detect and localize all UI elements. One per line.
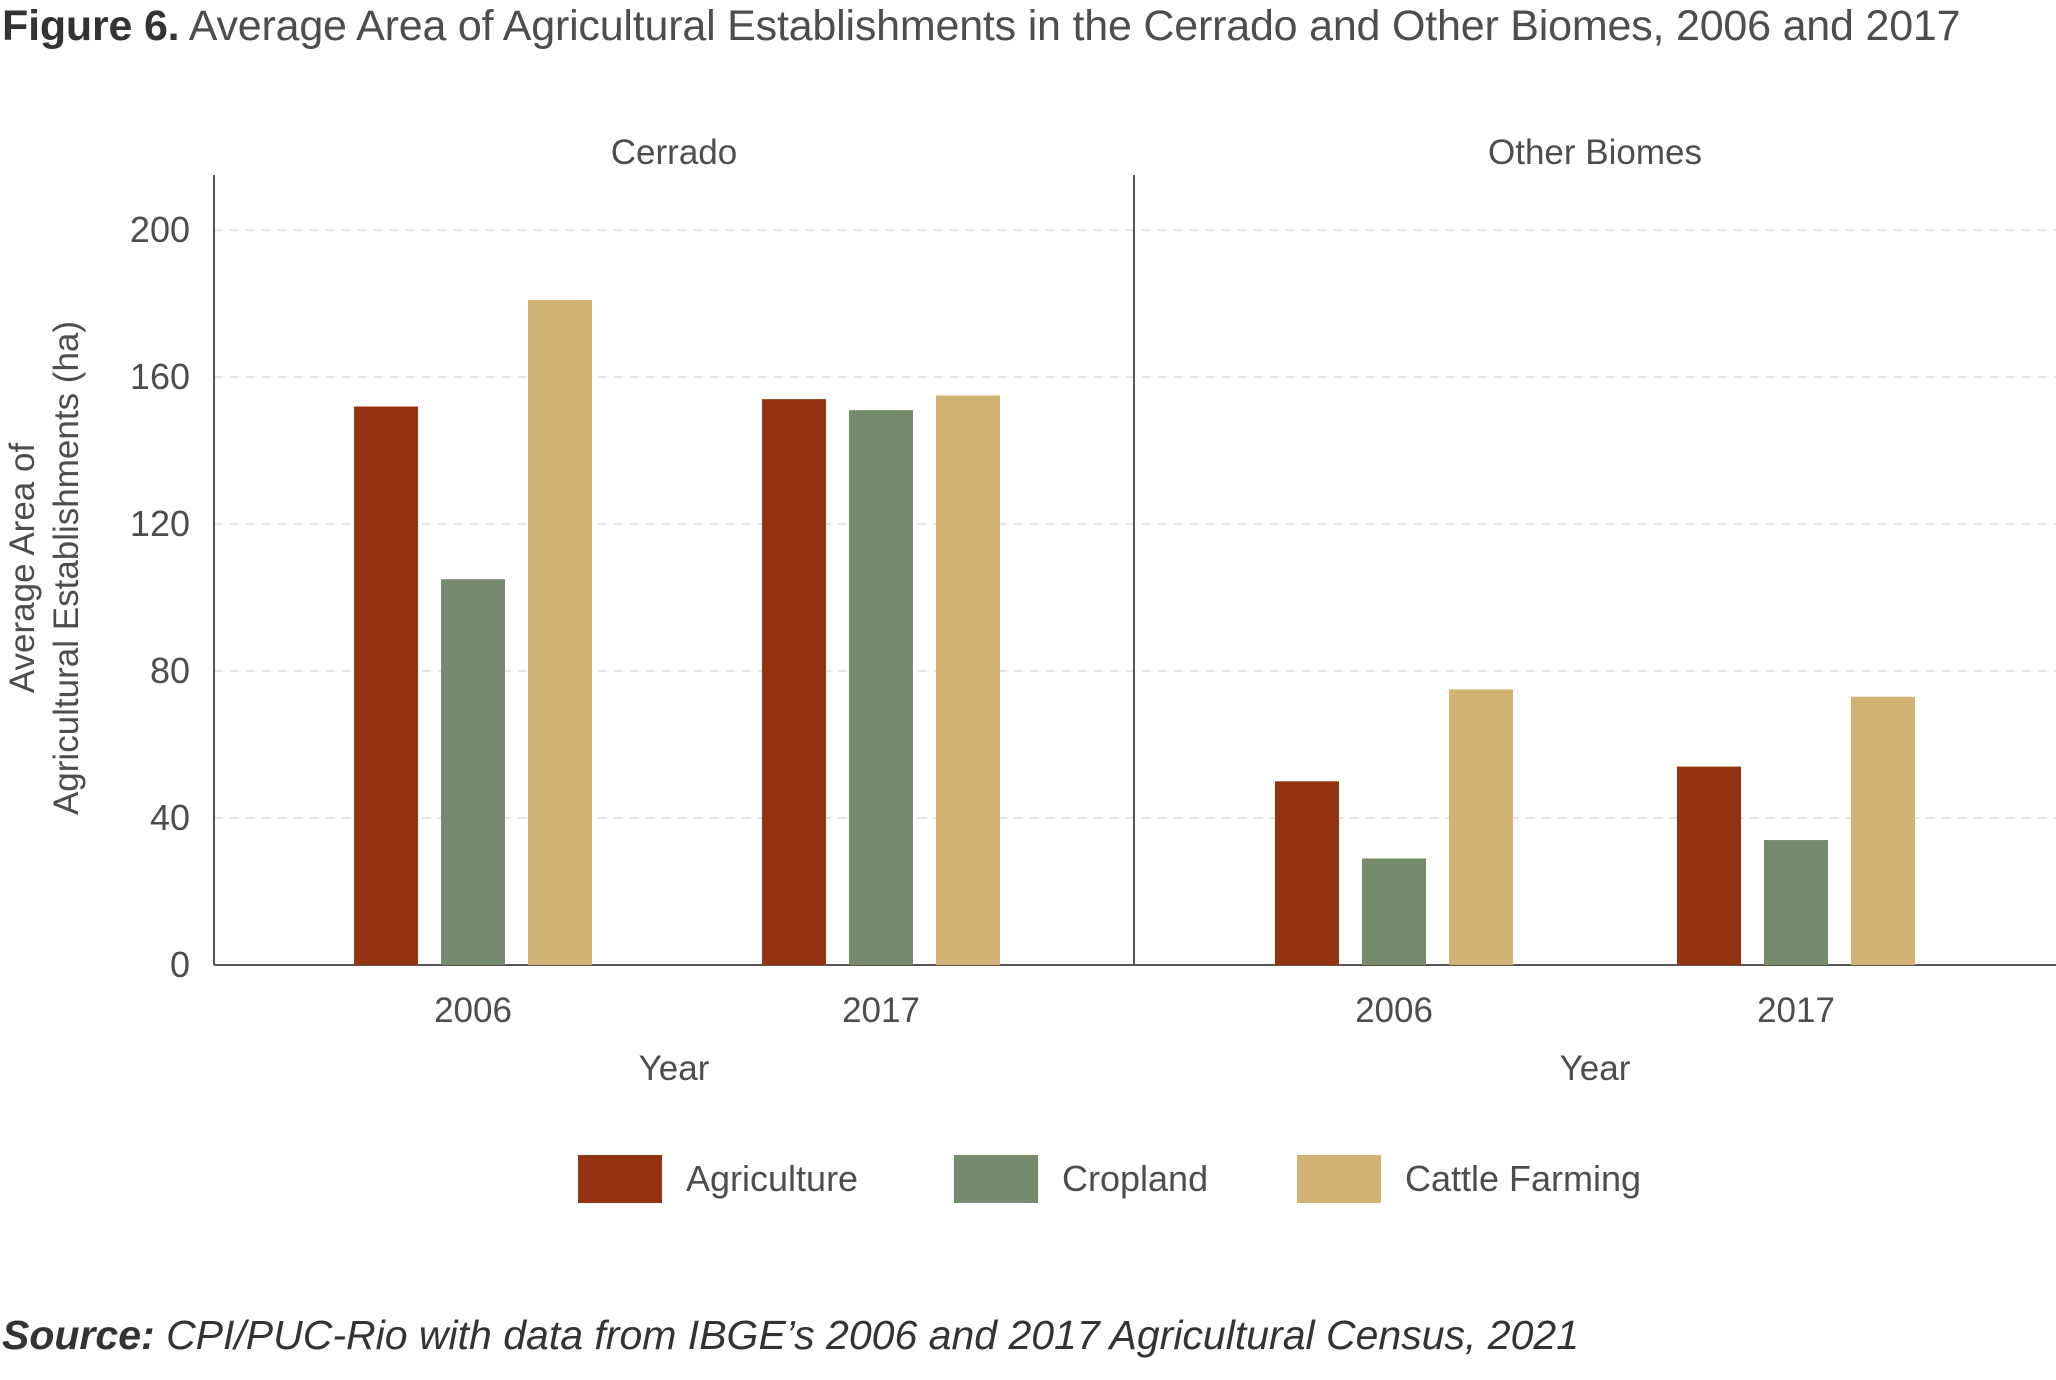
figure-title-text: Average Area of Agricultural Establishme… bbox=[188, 2, 1961, 50]
bar bbox=[441, 579, 505, 965]
bar bbox=[1449, 689, 1513, 965]
panel-title: Other Biomes bbox=[1488, 133, 1702, 172]
x-axis-title: Year bbox=[639, 1049, 710, 1088]
y-tick-label: 200 bbox=[130, 209, 190, 250]
bar-chart: 0 40 80 120 160 200 Average Area of Agricultura… bbox=[3, 133, 2056, 1203]
y-axis-title-line-1: Average Area of bbox=[3, 443, 42, 694]
y-tick-label: 40 bbox=[150, 797, 190, 838]
legend-swatch bbox=[578, 1155, 662, 1203]
bar bbox=[354, 406, 418, 965]
panel-title: Cerrado bbox=[611, 133, 737, 172]
source-text: CPI/PUC-Rio with data from IBGE’s 2006 a… bbox=[166, 1312, 1580, 1358]
source-note: Source: CPI/PUC-Rio with data from IBGE’… bbox=[2, 1312, 1579, 1359]
bar bbox=[1677, 766, 1741, 965]
x-axis-title: Year bbox=[1560, 1049, 1631, 1088]
bar bbox=[528, 299, 592, 965]
x-tick-label: 2006 bbox=[1355, 991, 1433, 1030]
bar bbox=[936, 395, 1000, 966]
y-tick-label: 120 bbox=[130, 503, 190, 544]
figure-number: Figure 6. bbox=[2, 2, 180, 50]
x-tick-label: 2017 bbox=[1757, 991, 1835, 1030]
y-tick-label: 0 bbox=[170, 944, 190, 985]
y-tick-label: 80 bbox=[150, 650, 190, 691]
source-label: Source: bbox=[2, 1312, 155, 1358]
x-tick-label: 2006 bbox=[434, 991, 512, 1030]
bar bbox=[1851, 696, 1915, 965]
figure-title: Figure 6. Average Area of Agricultural E… bbox=[2, 2, 1961, 51]
x-tick-label: 2017 bbox=[842, 991, 920, 1030]
bar bbox=[849, 410, 913, 965]
bar bbox=[1764, 840, 1828, 965]
bar bbox=[762, 399, 826, 965]
bar bbox=[1362, 858, 1426, 965]
legend-swatch bbox=[954, 1155, 1038, 1203]
bar bbox=[1275, 781, 1339, 965]
legend-label: Cattle Farming bbox=[1405, 1158, 1641, 1199]
y-axis-title-line-2: Agricultural Establishments (ha) bbox=[47, 321, 86, 815]
legend-swatch bbox=[1297, 1155, 1381, 1203]
y-tick-label: 160 bbox=[130, 356, 190, 397]
legend-label: Agriculture bbox=[686, 1158, 858, 1199]
legend-label: Cropland bbox=[1062, 1158, 1208, 1199]
